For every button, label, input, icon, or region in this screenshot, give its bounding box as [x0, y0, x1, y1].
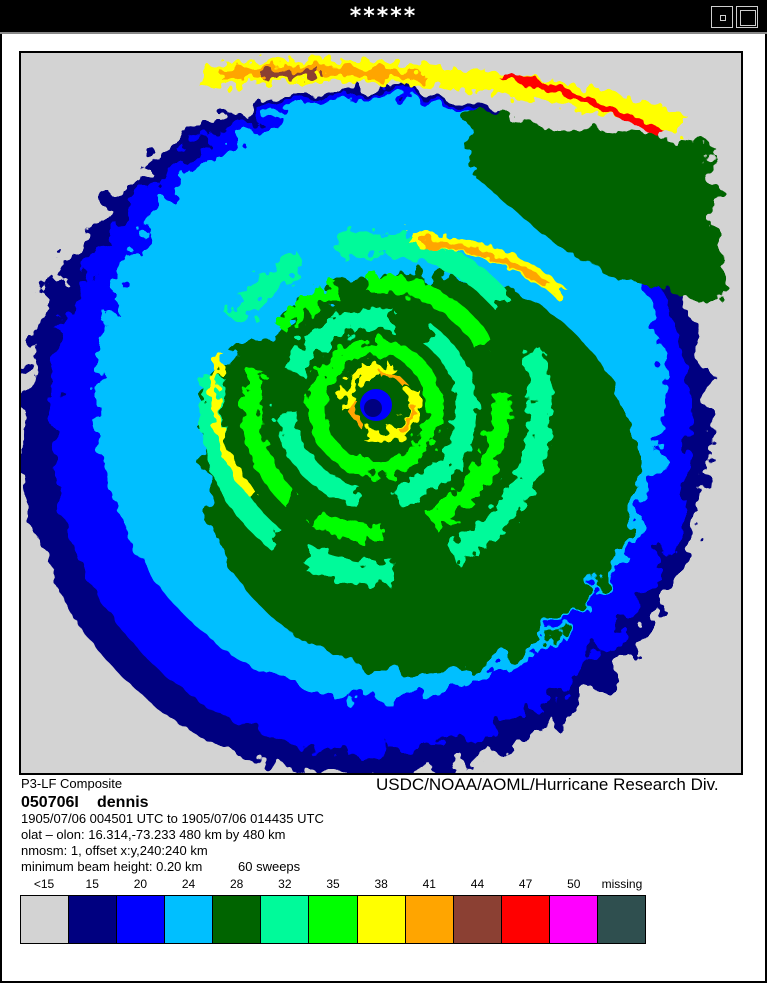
window-titlebar: ***** — [0, 0, 767, 34]
legend-label: <15 — [33, 877, 55, 891]
legend-swatch — [501, 896, 550, 943]
radar-reflectivity-image — [19, 51, 743, 775]
credit-text: USDC/NOAA/AOML/Hurricane Research Div. — [376, 775, 719, 794]
legend-swatch — [21, 896, 70, 943]
legend-label: 28 — [230, 877, 244, 891]
window-border-right — [765, 34, 767, 983]
legend-label: 24 — [181, 877, 196, 891]
time-range: 1905/07/06 004501 UTC to 1905/07/06 0144… — [21, 811, 324, 826]
radar-composite-graphic — [21, 53, 741, 773]
legend-labels: <15 15 20 24 28 32 35 38 41 44 47 50 missing — [20, 877, 646, 893]
product-label: P3-LF Composite — [21, 776, 123, 791]
legend-swatch — [165, 896, 214, 943]
legend-swatch — [213, 896, 262, 943]
legend-label: 15 — [85, 877, 99, 891]
offset-info: nmosm: 1, offset x:y,240:240 km — [21, 843, 208, 858]
window-border-bottom — [0, 981, 767, 983]
storm-id: 050706I — [21, 794, 79, 811]
legend-label: 20 — [133, 877, 148, 891]
window-title: ***** — [349, 4, 418, 29]
legend-label: 50 — [567, 877, 581, 891]
location-info: olat – olon: 16.314,-73.233 480 km by 48… — [21, 827, 286, 842]
legend-label: 32 — [278, 877, 292, 891]
legend-label: 44 — [470, 877, 485, 891]
legend-swatch — [357, 896, 406, 943]
legend-label: 47 — [518, 877, 533, 891]
color-legend — [20, 895, 646, 944]
legend-swatch — [597, 896, 646, 943]
storm-name: dennis — [97, 794, 149, 811]
legend-label: 35 — [326, 877, 340, 891]
legend-label: missing — [601, 877, 643, 891]
legend-swatch — [405, 896, 454, 943]
minimize-button[interactable] — [711, 6, 733, 28]
legend-swatch — [69, 896, 118, 943]
legend-label: 41 — [422, 877, 436, 891]
beam-height: minimum beam height: 0.20 km — [21, 859, 203, 874]
legend-swatch — [549, 896, 598, 943]
window-border-left — [0, 34, 2, 983]
legend-swatch — [117, 896, 166, 943]
legend-swatch — [453, 896, 502, 943]
legend-swatch — [309, 896, 358, 943]
sweep-count: 60 sweeps — [238, 859, 301, 874]
maximize-button[interactable] — [736, 6, 758, 28]
legend-label: 38 — [374, 877, 388, 891]
legend-swatch — [261, 896, 310, 943]
